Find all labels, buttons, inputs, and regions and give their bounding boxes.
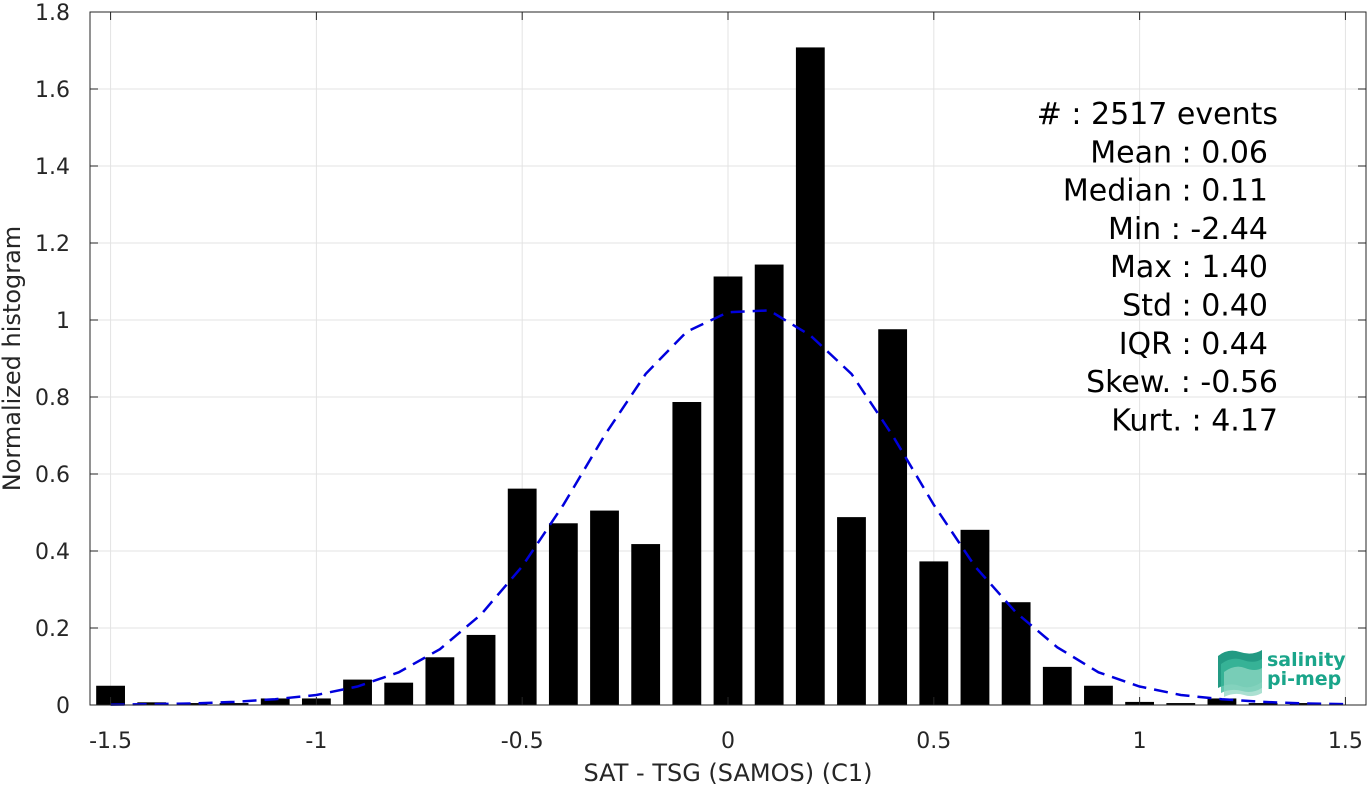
axis-ticks: -1.5 -1 -0.5 0 0.5 1 1.5 0 0.2 0.4 0.6 0.8 1 1.2 1.4 1.…: [35, 1, 1366, 754]
histogram-bar: [713, 276, 743, 705]
histogram-bar: [219, 703, 249, 705]
x-tick-label: 0.5: [916, 729, 951, 754]
histogram-bar: [672, 402, 702, 705]
histogram-bar: [384, 682, 414, 705]
histogram-bar: [754, 264, 784, 705]
x-tick-label: 1.5: [1328, 729, 1363, 754]
histogram-bar: [1084, 685, 1113, 705]
histogram-bar: [795, 47, 825, 706]
histogram-bar: [1166, 703, 1196, 705]
x-tick-label: -0.5: [501, 729, 544, 754]
histogram-bar: [631, 544, 661, 705]
y-tick-label: 1.6: [35, 78, 70, 103]
histogram-bar: [425, 657, 455, 705]
histogram-bar: [919, 561, 949, 705]
y-tick-label: 0.6: [35, 463, 70, 488]
logo-text-pi-mep: pi-mep: [1267, 668, 1341, 690]
y-tick-label: 1.2: [35, 232, 70, 257]
stats-line: Skew. : -0.56: [1086, 365, 1278, 400]
stats-line: # : 2517 events: [1037, 97, 1278, 132]
histogram-bar: [343, 679, 372, 705]
y-tick-label: 0.8: [35, 386, 70, 411]
histogram-bar: [1207, 698, 1237, 705]
salinity-pi-mep-logo: salinity pi-mep: [1218, 649, 1346, 697]
x-tick-label: 1: [1133, 729, 1147, 754]
y-tick-label: 0.2: [35, 617, 70, 642]
x-tick-label: 0: [721, 729, 735, 754]
y-tick-label: 0.4: [35, 540, 70, 565]
histogram-bar: [260, 698, 290, 705]
histogram-bar: [1248, 703, 1278, 705]
x-tick-label: -1.5: [89, 729, 132, 754]
stats-line: Median : 0.11: [1063, 174, 1268, 209]
histogram-bar: [1042, 666, 1072, 705]
histogram-bar: [878, 329, 908, 705]
histogram-bar: [590, 510, 619, 705]
histogram-bar: [960, 529, 990, 705]
wave-logo-icon: [1218, 650, 1262, 697]
logo-text-salinity: salinity: [1267, 649, 1346, 671]
histogram-bar: [507, 488, 537, 705]
stats-line: Kurt. : 4.17: [1111, 403, 1278, 438]
y-tick-label: 1.4: [35, 155, 70, 180]
histogram-bar: [1001, 602, 1031, 705]
histogram-bar: [466, 634, 496, 705]
histogram-bar: [178, 703, 208, 705]
y-axis-label: Normalized histogram: [0, 226, 26, 491]
histogram-bars: [96, 47, 1319, 706]
x-tick-label: -1: [305, 729, 327, 754]
stats-line: IQR : 0.44: [1119, 327, 1268, 362]
y-tick-label: 0: [56, 694, 70, 719]
y-tick-label: 1: [56, 309, 70, 334]
histogram-bar: [137, 702, 167, 705]
stats-line: Max : 1.40: [1110, 250, 1268, 285]
stats-line: Min : -2.44: [1108, 212, 1268, 247]
histogram-bar: [96, 685, 125, 705]
normal-fit-curve: [110, 309, 1346, 706]
histogram-bar: [1289, 703, 1319, 705]
fit-curve: [110, 309, 1346, 706]
stats-line: Std : 0.40: [1122, 289, 1268, 324]
histogram-bar: [548, 523, 578, 705]
stats-line: Mean : 0.06: [1090, 135, 1268, 170]
y-tick-label: 1.8: [35, 1, 70, 26]
histogram-bar: [837, 517, 866, 705]
x-axis-label: SAT - TSG (SAMOS) (C1): [584, 759, 873, 785]
